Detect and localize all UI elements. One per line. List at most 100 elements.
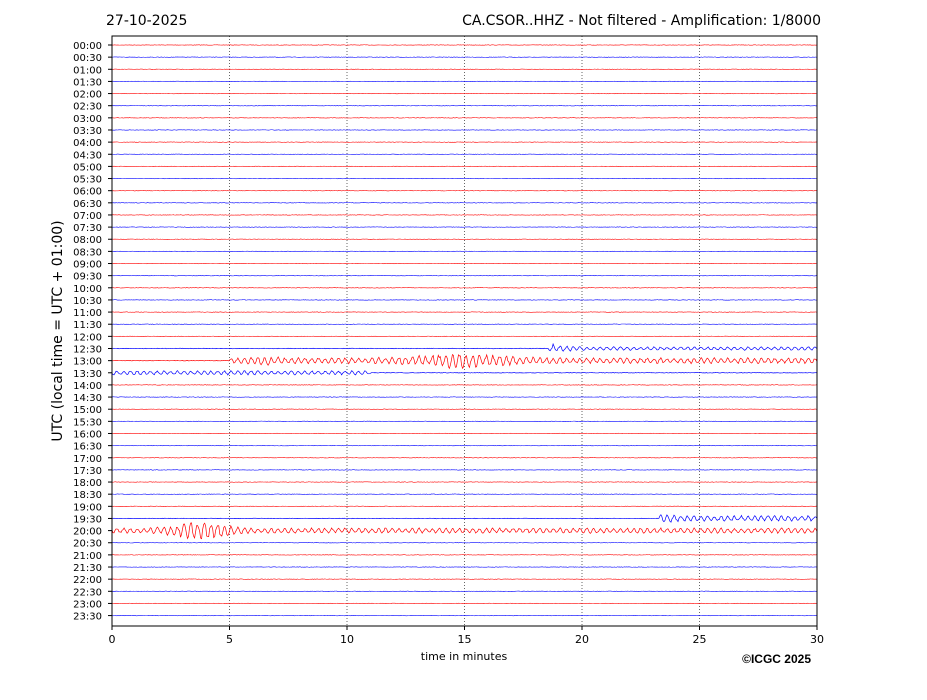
x-tick-label: 0	[109, 633, 116, 646]
trace-0200	[111, 92, 818, 95]
trace-1600	[111, 432, 818, 435]
grid-lines	[229, 36, 700, 626]
row-time-label: 16:30	[73, 442, 102, 453]
trace-1430	[111, 396, 818, 398]
trace-2330	[111, 615, 818, 617]
row-time-label: 18:30	[73, 490, 102, 501]
chart-title: CA.CSOR..HHZ - Not filtered - Amplificat…	[462, 13, 821, 29]
trace-1900	[111, 505, 818, 507]
trace-2030	[111, 542, 818, 544]
trace-1300	[111, 353, 818, 370]
x-axis-label: time in minutes	[421, 650, 508, 663]
trace-0230	[111, 105, 818, 107]
row-time-label: 16:00	[73, 429, 102, 440]
row-time-label: 10:30	[73, 296, 102, 307]
row-time-label: 06:00	[73, 187, 102, 198]
trace-2200	[111, 578, 818, 580]
trace-0300	[111, 117, 818, 119]
row-time-label: 17:00	[73, 454, 102, 465]
row-time-label: 08:30	[73, 247, 102, 258]
row-time-label: 05:30	[73, 175, 102, 186]
trace-0930	[111, 275, 818, 277]
row-time-label: 06:30	[73, 199, 102, 210]
trace-0430	[111, 153, 818, 155]
row-time-label: 20:30	[73, 539, 102, 550]
trace-2130	[111, 566, 818, 568]
row-time-label: 04:30	[73, 150, 102, 161]
trace-2300	[111, 602, 818, 605]
row-time-label: 19:30	[73, 514, 102, 525]
row-time-label: 09:00	[73, 260, 102, 271]
chart-date: 27-10-2025	[106, 13, 187, 29]
row-time-label: 21:30	[73, 563, 102, 574]
trace-1630	[111, 445, 818, 447]
row-time-label: 04:00	[73, 138, 102, 149]
plot-frame	[111, 35, 818, 627]
row-time-label: 20:00	[73, 527, 102, 538]
trace-1730	[111, 469, 818, 471]
trace-1830	[111, 493, 818, 495]
row-time-label: 02:00	[73, 90, 102, 101]
row-time-label: 22:30	[73, 587, 102, 598]
row-time-label: 00:00	[73, 41, 102, 52]
x-tick-label: 30	[810, 633, 824, 646]
trace-1700	[111, 457, 818, 459]
row-time-label: 07:00	[73, 211, 102, 222]
trace-0730	[111, 226, 818, 228]
x-tick-label: 15	[458, 633, 472, 646]
trace-1130	[111, 323, 818, 325]
trace-1200	[111, 335, 818, 337]
row-time-label: 23:00	[73, 599, 102, 610]
row-time-label: 11:30	[73, 320, 102, 331]
row-time-label: 00:30	[73, 53, 102, 64]
row-time-label: 17:30	[73, 466, 102, 477]
seismogram-traces	[111, 44, 818, 617]
trace-2000	[111, 522, 818, 540]
trace-0800	[111, 238, 818, 240]
row-time-label: 19:00	[73, 502, 102, 513]
trace-0900	[111, 262, 818, 265]
row-time-label: 18:00	[73, 478, 102, 489]
trace-0530	[111, 177, 818, 180]
row-time-label: 22:00	[73, 575, 102, 586]
trace-1100	[111, 311, 818, 313]
trace-1530	[111, 420, 818, 422]
row-time-label: 05:00	[73, 162, 102, 173]
row-time-label: 07:30	[73, 223, 102, 234]
trace-1230	[111, 342, 818, 352]
trace-0830	[111, 250, 818, 252]
trace-0130	[111, 80, 818, 82]
trace-0330	[111, 129, 818, 131]
row-time-label: 15:00	[73, 405, 102, 416]
row-time-label: 11:00	[73, 308, 102, 319]
row-time-label: 23:30	[73, 612, 102, 623]
x-tick-label: 10	[340, 633, 354, 646]
row-time-label: 14:30	[73, 393, 102, 404]
row-time-label: 01:30	[73, 77, 102, 88]
trace-0100	[111, 68, 818, 70]
row-time-label: 10:00	[73, 284, 102, 295]
trace-2230	[111, 590, 818, 592]
trace-1400	[111, 384, 818, 386]
trace-1930	[111, 514, 818, 523]
row-time-label: 01:00	[73, 65, 102, 76]
trace-0700	[111, 214, 818, 216]
trace-1030	[111, 299, 818, 301]
trace-0030	[111, 56, 818, 58]
x-tick-label: 20	[575, 633, 589, 646]
row-time-label: 13:00	[73, 357, 102, 368]
trace-0400	[111, 141, 818, 143]
row-time-label: 12:00	[73, 332, 102, 343]
row-time-label: 03:00	[73, 114, 102, 125]
row-time-label: 08:00	[73, 235, 102, 246]
row-time-label: 02:30	[73, 102, 102, 113]
trace-1800	[111, 481, 818, 483]
trace-1330	[111, 370, 818, 376]
row-time-label: 09:30	[73, 272, 102, 283]
x-tick-label: 5	[226, 633, 233, 646]
row-time-label: 12:30	[73, 345, 102, 356]
trace-0630	[111, 202, 818, 204]
row-time-label: 14:00	[73, 381, 102, 392]
